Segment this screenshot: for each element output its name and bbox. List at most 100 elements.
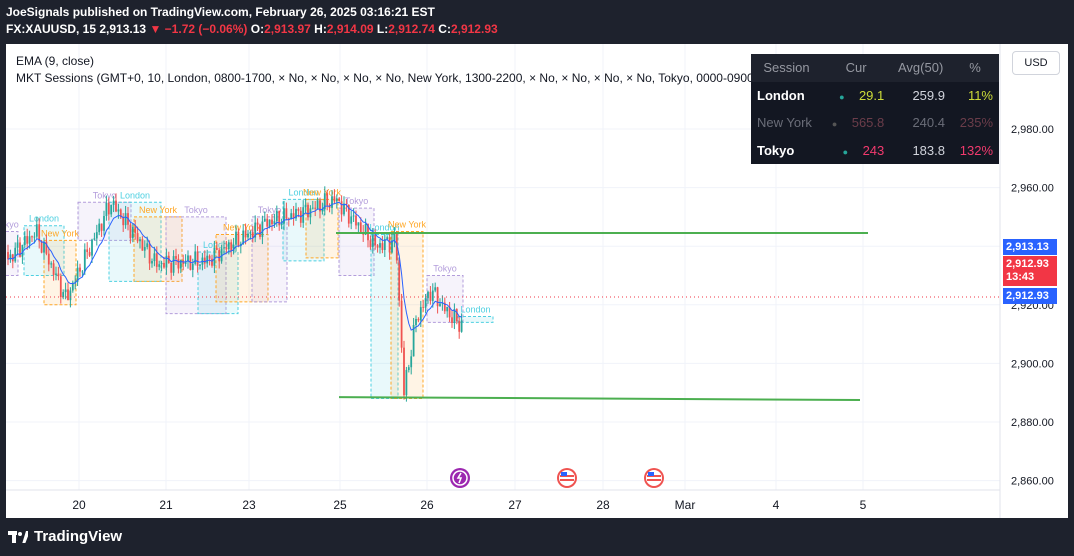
time-tick-label: 27 <box>508 498 522 512</box>
candle-body <box>160 262 163 265</box>
us-flag-icon[interactable] <box>557 468 577 488</box>
price-tick-label: 2,880.00 <box>1011 417 1054 429</box>
price-chart[interactable]: Tokyo London New York Tokyo London New York To… <box>6 44 1068 518</box>
session-label-tokyo: Tokyo <box>345 196 369 206</box>
close-countdown-tag: 2,912.93 13:43 <box>1003 256 1057 286</box>
candle-body <box>95 232 98 239</box>
ema-price-tag: 2,912.93 <box>1003 288 1057 304</box>
candle-body <box>38 224 41 242</box>
candle-body <box>55 273 57 275</box>
candle-body <box>379 243 381 248</box>
session-avg: 259.9 <box>912 87 945 103</box>
time-tick-label: 5 <box>860 498 867 512</box>
candle-body <box>448 306 451 318</box>
candle-body <box>153 253 156 262</box>
candle-body <box>451 317 453 323</box>
candle-body <box>124 213 127 226</box>
session-label-tokyo: Tokyo <box>184 205 208 215</box>
candle-body <box>105 202 108 217</box>
currency-button[interactable]: USD <box>1012 51 1060 75</box>
candle-body <box>67 289 69 301</box>
symbol-ohlc-line: FX:XAUUSD, 15 2,913.13 ▼ −1.72 (−0.06%) … <box>6 22 498 36</box>
candle-body <box>81 271 84 273</box>
time-tick-label: 26 <box>420 498 434 512</box>
candle-body <box>74 281 77 283</box>
candle-body <box>119 209 122 218</box>
candle-body <box>76 267 79 282</box>
candle-body <box>261 221 264 237</box>
session-table-header: Session Cur Avg(50) % <box>751 54 999 82</box>
candle-body <box>412 324 415 357</box>
close-value: 2,912.93 <box>450 22 498 36</box>
session-label-new-york: New York <box>139 205 178 215</box>
chart-pane[interactable]: Tokyo London New York Tokyo London New York To… <box>6 44 1068 518</box>
down-arrow-icon: ▼ <box>149 22 162 36</box>
candle-body <box>429 291 432 301</box>
candle-body <box>297 208 300 211</box>
candle-body <box>213 248 216 266</box>
session-label-london: London <box>369 222 399 232</box>
candle-body <box>136 233 139 242</box>
candle-body <box>88 252 91 256</box>
candle-body <box>187 255 189 262</box>
time-tick-label: 25 <box>333 498 347 512</box>
candle-body <box>427 291 429 299</box>
candle-body <box>254 222 257 238</box>
candle-body <box>59 276 62 298</box>
session-name: London <box>757 87 805 103</box>
candle-body <box>323 193 326 210</box>
candle-body <box>403 347 405 396</box>
avg-col-header: Avg(50) <box>890 54 951 82</box>
tradingview-brand[interactable]: TradingView <box>8 528 122 545</box>
session-label-new-york: New York <box>223 222 262 232</box>
candle-body <box>45 241 48 254</box>
candle-body <box>352 215 355 217</box>
session-label-new-york: New York <box>41 228 80 238</box>
candle-body <box>331 196 333 208</box>
price-tick-label: 2,960.00 <box>1011 183 1054 195</box>
candle-body <box>52 263 55 275</box>
candle-body <box>364 223 367 235</box>
candle-body <box>422 307 425 308</box>
us-flag-icon[interactable] <box>644 468 664 488</box>
sessions-legend[interactable]: MKT Sessions (GMT+0, 10, London, 0800-17… <box>16 71 897 85</box>
candle-body <box>110 204 113 215</box>
candle-body <box>273 221 276 225</box>
candle-body <box>307 204 309 218</box>
candle-body <box>280 223 283 226</box>
candle-body <box>287 218 290 220</box>
candle-body <box>91 239 93 256</box>
session-name: Tokyo <box>757 142 795 158</box>
candle-body <box>453 309 456 323</box>
candle-body <box>400 300 403 348</box>
session-label-tokyo: Tokyo <box>93 190 117 200</box>
candle-body <box>235 231 237 245</box>
cur-col-header: Cur <box>821 54 891 82</box>
session-name: New York <box>757 115 812 131</box>
candle-body <box>191 263 194 270</box>
candle-body <box>11 254 14 262</box>
status-dot-icon: ● <box>839 91 845 102</box>
high-value: 2,914.09 <box>326 22 374 36</box>
candle-body <box>292 213 295 219</box>
candle-body <box>165 255 168 268</box>
event-icon[interactable] <box>450 468 470 488</box>
time-tick-label: 20 <box>72 498 86 512</box>
ema-legend[interactable]: EMA (9, close) <box>16 54 95 68</box>
price-tick-label: 2,860.00 <box>1011 476 1054 488</box>
grid-lines <box>6 44 1000 490</box>
session-label-london: London <box>288 187 318 197</box>
candle-body <box>196 251 199 266</box>
session-label-tokyo: Tokyo <box>433 264 457 274</box>
session-label-london: London <box>29 214 59 224</box>
candle-body <box>206 255 209 264</box>
candle-body <box>179 260 182 269</box>
candle-body <box>31 236 33 238</box>
trendlines <box>336 232 868 402</box>
candle-body <box>455 309 458 322</box>
session-label-london: London <box>203 240 233 250</box>
countdown-timer: 13:43 <box>1006 271 1035 283</box>
candle-body <box>151 261 153 264</box>
candle-body <box>93 238 96 240</box>
session-cur: 29.1 <box>858 87 885 103</box>
